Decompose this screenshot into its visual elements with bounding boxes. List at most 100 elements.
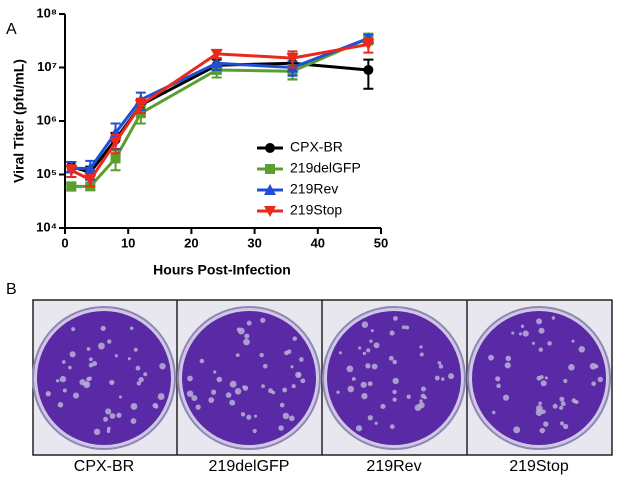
plaque bbox=[404, 325, 410, 330]
plaque bbox=[297, 373, 302, 377]
plaque bbox=[380, 403, 386, 410]
plaque bbox=[365, 363, 371, 369]
plaque bbox=[560, 401, 566, 407]
plaque bbox=[346, 365, 354, 373]
plaque bbox=[504, 362, 511, 369]
plaque bbox=[543, 421, 549, 427]
y-axis-title: Viral Titer (pfu/mL) bbox=[11, 59, 27, 183]
legend-label: 219Rev bbox=[290, 181, 338, 197]
plaque bbox=[133, 347, 138, 352]
marker bbox=[363, 64, 374, 75]
x-tick-label: 50 bbox=[374, 235, 388, 250]
plaque bbox=[547, 341, 552, 346]
plaque bbox=[118, 395, 122, 399]
plaque bbox=[539, 427, 546, 434]
plaque bbox=[262, 363, 268, 369]
x-axis-title: Hours Post-Infection bbox=[153, 262, 291, 278]
plaque bbox=[367, 381, 373, 387]
plaque bbox=[98, 342, 105, 350]
plaque bbox=[374, 421, 378, 425]
plaque bbox=[300, 378, 306, 384]
plaque bbox=[544, 376, 548, 380]
plaque bbox=[361, 321, 369, 328]
plaque bbox=[235, 353, 240, 358]
plaque bbox=[389, 424, 395, 429]
plaque bbox=[597, 376, 604, 383]
marker bbox=[362, 39, 375, 51]
plaque bbox=[511, 331, 515, 335]
plaque bbox=[278, 425, 284, 431]
plaque bbox=[371, 363, 378, 370]
plaque bbox=[360, 381, 367, 388]
plaque bbox=[100, 325, 106, 332]
plaque bbox=[237, 327, 245, 335]
plaque bbox=[290, 365, 294, 369]
plaque bbox=[45, 391, 51, 397]
plaque bbox=[213, 370, 217, 374]
plaque bbox=[531, 341, 536, 345]
marker bbox=[286, 53, 299, 65]
plaque bbox=[246, 414, 252, 420]
plaque bbox=[106, 426, 111, 431]
y-tick-label: 10⁸ bbox=[36, 5, 57, 20]
plaque bbox=[159, 362, 166, 370]
plaque bbox=[208, 397, 215, 404]
plaque bbox=[109, 379, 115, 385]
plaque bbox=[434, 375, 440, 381]
plaque bbox=[437, 361, 442, 365]
plaque bbox=[55, 379, 60, 383]
plaque bbox=[88, 362, 94, 368]
plaque bbox=[107, 339, 112, 344]
y-tick-label: 10⁶ bbox=[37, 112, 57, 127]
plaque bbox=[535, 409, 543, 416]
x-tick-label: 10 bbox=[121, 235, 135, 250]
plaque bbox=[79, 379, 86, 386]
marker bbox=[210, 48, 223, 60]
y-tick-label: 10⁵ bbox=[36, 166, 57, 181]
plaque bbox=[419, 399, 423, 403]
plaque bbox=[244, 333, 250, 339]
plaque bbox=[234, 388, 242, 395]
plaque bbox=[243, 338, 250, 346]
plaque bbox=[367, 415, 373, 421]
plaque bbox=[216, 376, 223, 383]
plaque bbox=[492, 410, 496, 415]
plaque bbox=[373, 342, 380, 349]
plaque bbox=[246, 320, 252, 326]
plaque bbox=[438, 364, 444, 369]
plaque bbox=[286, 349, 292, 354]
legend-label: 219Stop bbox=[290, 202, 342, 218]
plaque bbox=[61, 360, 66, 364]
plaque bbox=[71, 327, 76, 332]
plaque bbox=[69, 351, 76, 358]
plaque bbox=[392, 389, 397, 395]
plaque bbox=[86, 347, 91, 351]
marker bbox=[109, 137, 122, 149]
plaque bbox=[143, 372, 148, 377]
plaque bbox=[253, 414, 258, 418]
plaque bbox=[536, 318, 543, 325]
plaque bbox=[496, 383, 501, 389]
plaque bbox=[539, 375, 544, 380]
plaque bbox=[271, 390, 276, 395]
plaque bbox=[157, 393, 165, 401]
plaque bbox=[92, 361, 98, 367]
plate bbox=[327, 311, 461, 445]
plaque bbox=[138, 376, 144, 383]
plaque bbox=[59, 375, 67, 383]
plates bbox=[32, 300, 611, 455]
plaque bbox=[242, 385, 246, 389]
marker bbox=[210, 57, 223, 69]
plaque bbox=[186, 390, 194, 398]
plaque bbox=[62, 388, 67, 393]
plaque bbox=[109, 413, 116, 419]
plaque bbox=[563, 378, 568, 384]
plaque bbox=[93, 428, 101, 436]
plaque bbox=[589, 362, 597, 370]
plaque bbox=[505, 355, 512, 362]
plaque bbox=[406, 394, 411, 399]
legend-label: 219delGFP bbox=[290, 160, 361, 176]
plaque bbox=[229, 380, 237, 388]
plaque bbox=[594, 364, 599, 369]
plaque bbox=[355, 425, 363, 432]
